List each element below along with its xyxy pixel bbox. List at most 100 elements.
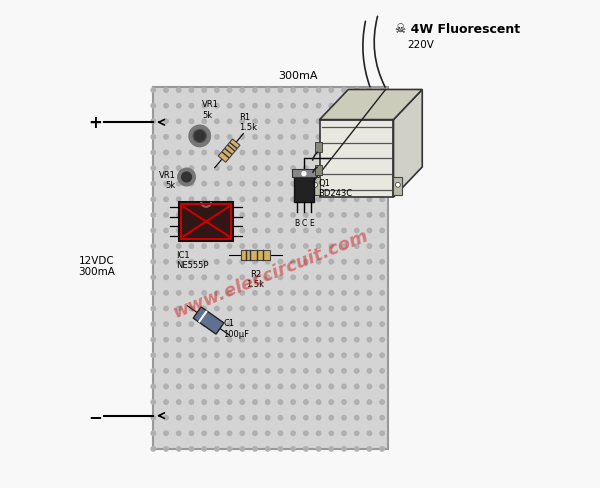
Bar <box>181 205 231 239</box>
Circle shape <box>367 119 373 125</box>
Circle shape <box>316 182 322 187</box>
Circle shape <box>278 322 283 327</box>
Circle shape <box>214 212 220 218</box>
Circle shape <box>367 212 373 218</box>
Circle shape <box>290 368 296 374</box>
Circle shape <box>379 197 385 203</box>
Circle shape <box>354 368 359 374</box>
Circle shape <box>214 368 220 374</box>
Polygon shape <box>218 140 240 163</box>
Circle shape <box>227 182 233 187</box>
Circle shape <box>239 384 245 389</box>
Circle shape <box>163 103 169 109</box>
Circle shape <box>182 173 191 183</box>
Circle shape <box>354 197 359 203</box>
Circle shape <box>379 135 385 141</box>
Circle shape <box>227 290 233 296</box>
Circle shape <box>341 88 347 94</box>
Circle shape <box>252 290 258 296</box>
Text: VR1
5k: VR1 5k <box>159 170 176 190</box>
Circle shape <box>290 259 296 265</box>
Circle shape <box>354 399 359 405</box>
Text: IC1
NE555P: IC1 NE555P <box>176 250 209 270</box>
Circle shape <box>328 150 334 156</box>
Circle shape <box>316 275 322 281</box>
Circle shape <box>316 212 322 218</box>
Circle shape <box>201 259 207 265</box>
Circle shape <box>265 415 271 421</box>
Circle shape <box>379 306 385 312</box>
Circle shape <box>341 103 347 109</box>
Circle shape <box>290 384 296 389</box>
Circle shape <box>176 430 182 436</box>
Circle shape <box>227 166 233 172</box>
Circle shape <box>201 135 207 141</box>
Circle shape <box>163 353 169 359</box>
Circle shape <box>379 430 385 436</box>
Circle shape <box>151 290 156 296</box>
Circle shape <box>328 259 334 265</box>
Circle shape <box>341 368 347 374</box>
Circle shape <box>303 337 309 343</box>
Circle shape <box>265 446 271 452</box>
Circle shape <box>379 182 385 187</box>
Circle shape <box>188 275 194 281</box>
Circle shape <box>163 322 169 327</box>
Circle shape <box>214 228 220 234</box>
Circle shape <box>214 275 220 281</box>
Circle shape <box>290 399 296 405</box>
Circle shape <box>163 290 169 296</box>
Circle shape <box>290 88 296 94</box>
Circle shape <box>354 212 359 218</box>
Text: 12VDC
300mA: 12VDC 300mA <box>79 255 116 277</box>
Circle shape <box>379 119 385 125</box>
Circle shape <box>151 244 156 249</box>
Circle shape <box>227 228 233 234</box>
Circle shape <box>239 244 245 249</box>
Circle shape <box>316 430 322 436</box>
Circle shape <box>163 244 169 249</box>
Circle shape <box>265 353 271 359</box>
Circle shape <box>239 228 245 234</box>
Circle shape <box>163 275 169 281</box>
Circle shape <box>151 368 156 374</box>
Circle shape <box>201 337 207 343</box>
Text: www.eleccircuit.com: www.eleccircuit.com <box>170 226 371 321</box>
Circle shape <box>227 353 233 359</box>
Circle shape <box>303 384 309 389</box>
Circle shape <box>316 135 322 141</box>
Circle shape <box>227 415 233 421</box>
Circle shape <box>163 384 169 389</box>
Circle shape <box>214 399 220 405</box>
Circle shape <box>367 150 373 156</box>
Polygon shape <box>320 90 422 121</box>
Circle shape <box>290 103 296 109</box>
Text: B: B <box>294 218 299 227</box>
Circle shape <box>354 119 359 125</box>
Circle shape <box>341 430 347 436</box>
Circle shape <box>176 384 182 389</box>
Circle shape <box>252 353 258 359</box>
Circle shape <box>252 306 258 312</box>
Circle shape <box>188 135 194 141</box>
Circle shape <box>176 212 182 218</box>
Circle shape <box>328 322 334 327</box>
Circle shape <box>354 290 359 296</box>
Circle shape <box>303 212 309 218</box>
Circle shape <box>214 446 220 452</box>
Text: 220V: 220V <box>407 40 434 50</box>
Circle shape <box>328 353 334 359</box>
Circle shape <box>151 384 156 389</box>
Circle shape <box>151 399 156 405</box>
Circle shape <box>278 259 283 265</box>
Circle shape <box>290 306 296 312</box>
Circle shape <box>188 384 194 389</box>
Circle shape <box>379 88 385 94</box>
Circle shape <box>176 166 182 172</box>
Circle shape <box>341 197 347 203</box>
Circle shape <box>316 353 322 359</box>
Circle shape <box>316 88 322 94</box>
Circle shape <box>239 212 245 218</box>
Circle shape <box>151 103 156 109</box>
Circle shape <box>328 446 334 452</box>
